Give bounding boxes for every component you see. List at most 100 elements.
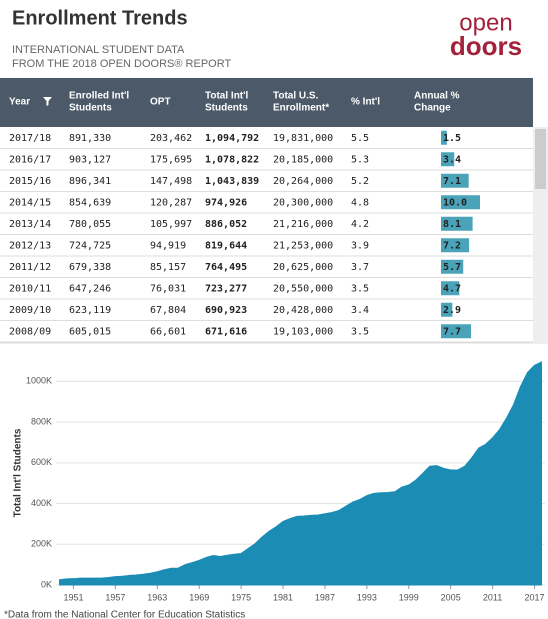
x-tick-label: 1993 <box>357 592 377 602</box>
cell: 1,043,839 <box>205 176 259 187</box>
table-body: 2017/18 891,330 203,462 1,094,792 19,831,000… <box>0 130 533 343</box>
cell: 20,300,000 <box>273 197 333 208</box>
cell: 19,831,000 <box>273 133 333 144</box>
cell: 2011/12 <box>9 262 51 273</box>
cell: 896,341 <box>69 176 111 187</box>
cell: 5.5 <box>351 133 369 144</box>
column-header: Year <box>9 97 30 108</box>
cell: 4.2 <box>351 219 369 230</box>
column-header: Enrollment* <box>273 103 329 114</box>
change-bar <box>441 173 469 188</box>
x-tick-label: 1987 <box>315 592 335 602</box>
cell: 3.5 <box>351 283 369 294</box>
x-tick-label: 2005 <box>441 592 461 602</box>
area <box>58 361 543 586</box>
cell: 175,695 <box>150 154 192 165</box>
cell: 3.7 <box>351 262 369 273</box>
cell: 690,923 <box>205 305 247 316</box>
change-label: 10.0 <box>443 197 467 208</box>
x-tick-label: 1999 <box>399 592 419 602</box>
cell: 2009/10 <box>9 305 51 316</box>
cell: 203,462 <box>150 133 192 144</box>
logo: open <box>459 9 512 36</box>
cell: 891,330 <box>69 133 111 144</box>
change-bar <box>441 281 460 296</box>
cell: 903,127 <box>69 154 111 165</box>
y-tick-label: 800K <box>31 416 52 426</box>
change-bar <box>441 324 472 339</box>
column-header: Students <box>69 103 112 114</box>
change-label: 5.7 <box>443 262 461 273</box>
cell: 623,119 <box>69 305 111 316</box>
change-label: 3.4 <box>443 154 461 165</box>
change-bar <box>441 302 453 317</box>
cell: 3.4 <box>351 305 369 316</box>
column-header: Enrolled Int'l <box>69 91 129 102</box>
cell: 886,052 <box>205 219 247 230</box>
cell: 5.2 <box>351 176 369 187</box>
y-tick-label: 600K <box>31 457 52 467</box>
column-header: Annual % <box>414 91 460 102</box>
x-tick-label: 1963 <box>147 592 167 602</box>
subtitle: INTERNATIONAL STUDENT DATA <box>12 44 185 56</box>
cell: 3.9 <box>351 240 369 251</box>
cell: 2012/13 <box>9 240 51 251</box>
column-header: OPT <box>150 97 171 108</box>
logo: doors <box>450 31 522 61</box>
cell: 724,725 <box>69 240 111 251</box>
cell: 780,055 <box>69 219 111 230</box>
cell: 764,495 <box>205 262 247 273</box>
cell: 647,246 <box>69 283 111 294</box>
y-tick-label: 400K <box>31 498 52 508</box>
change-bar <box>441 130 447 145</box>
change-label: 7.2 <box>443 240 461 251</box>
subtitle: FROM THE 2018 OPEN DOORS® REPORT <box>12 58 231 70</box>
y-tick-label: 200K <box>31 539 52 549</box>
change-bar <box>441 238 470 253</box>
cell: 20,625,000 <box>273 262 333 273</box>
change-label: 1.5 <box>443 133 461 144</box>
cell: 85,157 <box>150 262 186 273</box>
cell: 76,031 <box>150 283 186 294</box>
y-tick-label: 1000K <box>26 376 52 386</box>
cell: 974,926 <box>205 197 247 208</box>
change-label: 4.7 <box>443 283 461 294</box>
cell: 20,428,000 <box>273 305 333 316</box>
cell: 605,015 <box>69 326 111 337</box>
cell: 5.3 <box>351 154 369 165</box>
scroll-thumb[interactable] <box>535 129 546 189</box>
cell: 20,550,000 <box>273 283 333 294</box>
change-bar <box>441 195 480 210</box>
change-bar <box>441 216 473 231</box>
cell: 4.8 <box>351 197 369 208</box>
cell: 120,287 <box>150 197 192 208</box>
change-label: 8.1 <box>443 219 461 230</box>
filter-icon[interactable] <box>43 97 52 106</box>
cell: 2016/17 <box>9 154 51 165</box>
cell: 1,078,822 <box>205 154 259 165</box>
change-label: 2.9 <box>443 305 461 316</box>
change-bar <box>441 152 455 167</box>
y-tick-label: 0K <box>41 579 52 589</box>
cell: 2017/18 <box>9 133 51 144</box>
cell: 3.5 <box>351 326 369 337</box>
chart: 0K 200K 400K 600K 800K 1000K 1951 1957 1963 1969 1… <box>13 361 545 602</box>
cell: 19,103,000 <box>273 326 333 337</box>
column-header: % Int'l <box>351 97 380 108</box>
cell: 21,216,000 <box>273 219 333 230</box>
cell: 105,997 <box>150 219 192 230</box>
cell: 1,094,792 <box>205 133 259 144</box>
x-tick-label: 2017 <box>525 592 545 602</box>
cell: 2014/15 <box>9 197 51 208</box>
column-header: Students <box>205 103 248 114</box>
cell: 20,185,000 <box>273 154 333 165</box>
cell: 21,253,000 <box>273 240 333 251</box>
cell: 94,919 <box>150 240 186 251</box>
x-tick-label: 1975 <box>231 592 251 602</box>
change-bar <box>441 259 464 274</box>
change-label: 7.7 <box>443 326 461 337</box>
x-tick-label: 1951 <box>63 592 83 602</box>
